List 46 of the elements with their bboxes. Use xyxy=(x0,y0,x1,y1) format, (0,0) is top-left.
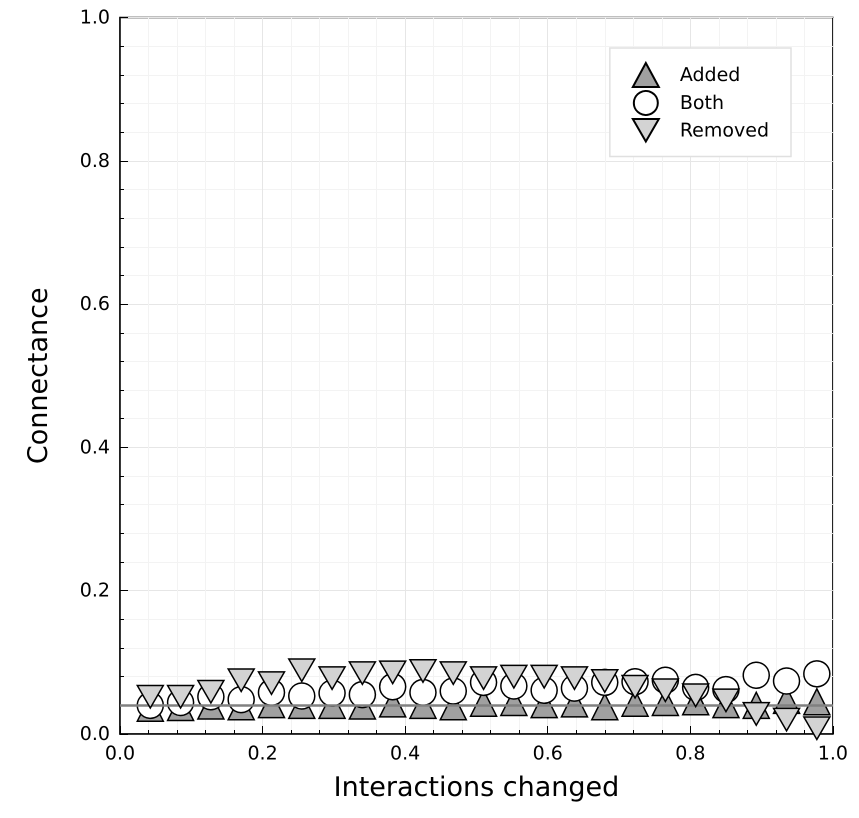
point xyxy=(378,660,406,684)
y-tick-label: 0.8 xyxy=(80,150,110,172)
point xyxy=(682,683,710,708)
legend-label: Removed xyxy=(680,119,770,142)
point xyxy=(500,664,528,689)
point xyxy=(772,708,800,732)
x-tick-label: 0.4 xyxy=(390,742,420,764)
point xyxy=(440,661,468,686)
point xyxy=(742,662,770,689)
legend-label: Added xyxy=(680,64,740,86)
y-tick-label: 0.4 xyxy=(80,436,110,458)
point xyxy=(409,658,437,683)
point xyxy=(318,666,346,690)
point xyxy=(652,678,680,702)
point xyxy=(470,666,498,690)
x-tick-label: 1.0 xyxy=(818,742,848,764)
point xyxy=(258,671,286,696)
point xyxy=(409,678,437,706)
y-tick-label: 0.6 xyxy=(80,293,110,316)
y-tick-label: 0.2 xyxy=(80,580,110,602)
x-tick-label: 0.2 xyxy=(247,742,278,764)
point xyxy=(348,661,376,686)
point xyxy=(348,680,376,708)
point xyxy=(166,684,194,709)
point xyxy=(621,674,649,699)
point xyxy=(803,660,831,688)
point xyxy=(136,684,164,709)
point xyxy=(560,666,588,690)
point xyxy=(227,668,255,692)
y-axis-title: Connectance xyxy=(23,287,54,464)
point xyxy=(742,702,770,726)
point xyxy=(197,680,225,704)
point xyxy=(288,658,316,682)
point xyxy=(803,716,831,740)
y-tick-label: 0.0 xyxy=(80,723,110,745)
x-tick-label: 0.8 xyxy=(675,742,706,764)
x-tick-label: 0.0 xyxy=(104,742,136,764)
point xyxy=(530,664,558,689)
y-tick-label: 1.0 xyxy=(80,6,110,28)
point xyxy=(288,682,316,710)
point xyxy=(712,688,740,712)
point xyxy=(772,667,800,695)
x-axis-title: Interactions changed xyxy=(334,772,620,803)
legend-label: Both xyxy=(680,92,724,114)
x-tick-label: 0.6 xyxy=(532,742,563,764)
point xyxy=(440,677,468,705)
